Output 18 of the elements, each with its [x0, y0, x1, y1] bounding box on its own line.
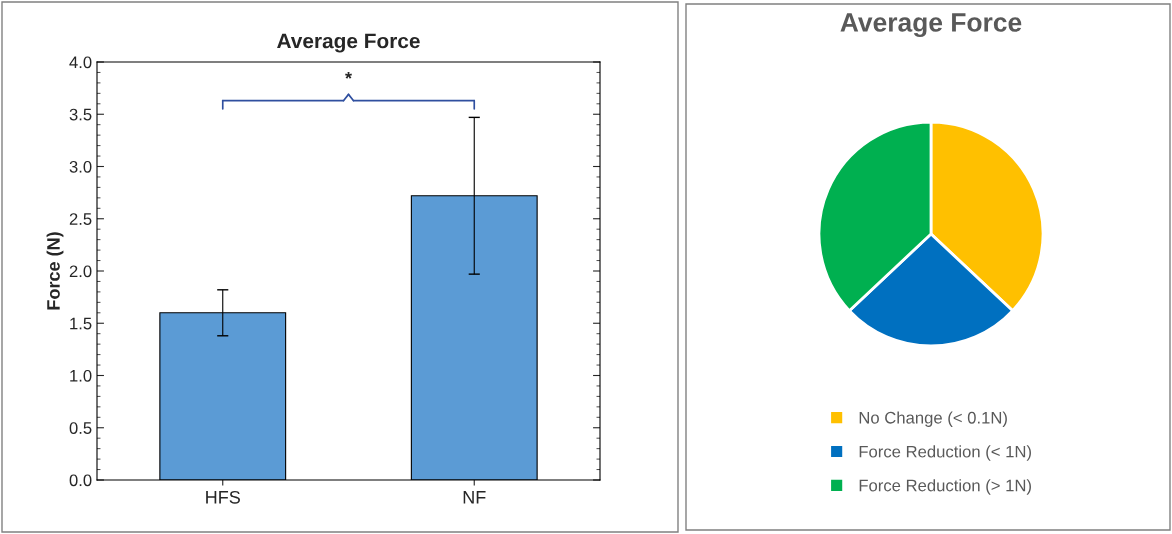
x-tick-label: NF [463, 491, 486, 504]
y-tick-label: 3.0 [69, 160, 92, 173]
y-tick-label: 3.5 [69, 108, 92, 121]
chart-title: Average Force [840, 13, 1022, 38]
y-tick-label: 0.5 [69, 422, 92, 434]
y-axis-title: Force (N) [46, 232, 64, 310]
y-tick-label: 1.5 [70, 317, 92, 330]
chart-title: Average Force [277, 33, 420, 53]
legend-label: Force Reduction (< 1N) [859, 445, 1031, 461]
y-tick-label: 4.0 [69, 56, 92, 69]
y-tick-label: 1.0 [70, 369, 92, 382]
x-tick-label: HFS [206, 490, 240, 504]
annotation: * [345, 71, 352, 79]
y-tick-label: 0.0 [69, 474, 92, 487]
legend-label: No Change (< 0.1N) [859, 411, 1007, 427]
legend-label: Force Reduction (> 1N) [859, 479, 1031, 495]
y-tick-label: 2.5 [69, 213, 92, 225]
y-tick-label: 2.0 [69, 265, 92, 278]
